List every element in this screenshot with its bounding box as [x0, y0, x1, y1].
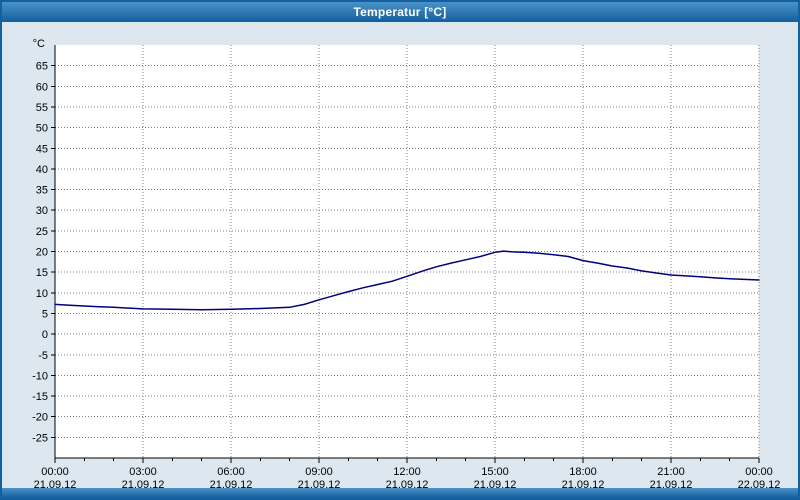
svg-text:25: 25 — [36, 226, 48, 238]
svg-text:21.09.12: 21.09.12 — [562, 479, 605, 488]
svg-text:°C: °C — [33, 38, 45, 50]
temperature-line-chart: 65605550454035302520151050-5-10-15-20-25… — [32, 38, 781, 488]
svg-text:21.09.12: 21.09.12 — [474, 479, 517, 488]
svg-text:15:00: 15:00 — [481, 466, 509, 478]
window-title: Temperatur [°C] — [353, 5, 447, 19]
svg-text:06:00: 06:00 — [217, 466, 245, 478]
svg-text:21.09.12: 21.09.12 — [386, 479, 429, 488]
svg-text:40: 40 — [36, 164, 48, 176]
svg-text:21.09.12: 21.09.12 — [34, 479, 77, 488]
svg-text:21.09.12: 21.09.12 — [122, 479, 165, 488]
svg-text:5: 5 — [42, 308, 48, 320]
svg-text:09:00: 09:00 — [305, 466, 333, 478]
svg-text:0: 0 — [42, 329, 48, 341]
svg-text:-10: -10 — [32, 370, 48, 382]
svg-text:21.09.12: 21.09.12 — [298, 479, 341, 488]
svg-text:00:00: 00:00 — [41, 466, 69, 478]
svg-text:55: 55 — [36, 102, 48, 114]
bottom-strip — [2, 488, 798, 498]
chart-area: 65 60 55 50 45 40 35 30 25 20 15 10 5 0 -5 -10 -15 -20 -25… — [2, 22, 798, 488]
svg-text:65: 65 — [36, 61, 48, 73]
svg-text:22.09.12: 22.09.12 — [738, 479, 781, 488]
svg-text:45: 45 — [36, 143, 48, 155]
svg-text:10: 10 — [36, 288, 48, 300]
svg-text:35: 35 — [36, 185, 48, 197]
svg-text:-25: -25 — [32, 432, 48, 444]
svg-text:00:00: 00:00 — [745, 466, 773, 478]
svg-text:03:00: 03:00 — [129, 466, 157, 478]
svg-text:50: 50 — [36, 123, 48, 135]
svg-text:-20: -20 — [32, 412, 48, 424]
svg-text:20: 20 — [36, 247, 48, 259]
titlebar: Temperatur [°C] — [2, 2, 798, 22]
svg-text:12:00: 12:00 — [393, 466, 421, 478]
svg-text:-5: -5 — [38, 350, 48, 362]
svg-text:18:00: 18:00 — [569, 466, 597, 478]
svg-text:21:00: 21:00 — [657, 466, 685, 478]
svg-text:21.09.12: 21.09.12 — [210, 479, 253, 488]
svg-text:15: 15 — [36, 267, 48, 279]
svg-text:30: 30 — [36, 205, 48, 217]
svg-text:-15: -15 — [32, 391, 48, 403]
svg-text:60: 60 — [36, 81, 48, 93]
svg-text:21.09.12: 21.09.12 — [650, 479, 693, 488]
